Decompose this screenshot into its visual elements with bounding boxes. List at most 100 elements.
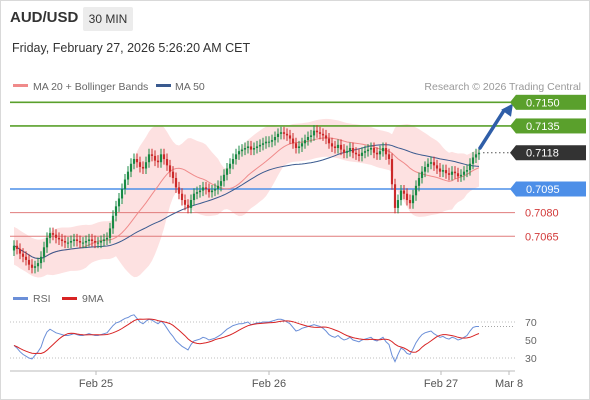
- candle-body: [213, 189, 217, 191]
- candle: [90, 233, 94, 247]
- candle-body: [15, 245, 19, 249]
- candle-body: [255, 146, 259, 149]
- candle-body: [150, 154, 154, 156]
- candle: [312, 125, 316, 141]
- candle-body: [171, 171, 175, 178]
- candle-body: [426, 163, 430, 167]
- candle-body: [72, 239, 76, 242]
- candle-body: [375, 152, 379, 155]
- candle: [12, 240, 16, 256]
- candle-body: [444, 170, 448, 174]
- candle-body: [12, 245, 16, 251]
- candle: [84, 235, 88, 249]
- candle: [54, 229, 58, 244]
- candle: [33, 260, 37, 274]
- level-badge-0.7135: [516, 118, 586, 134]
- date-time-label: Friday, February 27, 2026 5:26:20 AM CET: [12, 41, 251, 55]
- candle-body: [222, 174, 226, 182]
- candle: [228, 158, 232, 175]
- candle: [327, 133, 331, 149]
- candle: [105, 232, 109, 245]
- candle: [72, 233, 76, 247]
- candle: [456, 167, 460, 182]
- candle-body: [84, 241, 88, 243]
- candles: [12, 125, 481, 274]
- candle-body: [429, 162, 433, 164]
- candle: [93, 235, 97, 249]
- candle: [471, 151, 475, 170]
- candle: [204, 181, 208, 195]
- candle-body: [174, 177, 178, 188]
- legend-swatch-9ma: [62, 297, 77, 300]
- candle: [132, 153, 136, 170]
- candle-body: [156, 160, 160, 163]
- candle-body: [333, 146, 337, 149]
- candle: [135, 153, 139, 168]
- candle: [474, 148, 478, 163]
- level-label-0.7065: 0.7065: [525, 231, 559, 243]
- candle: [351, 142, 355, 159]
- candle: [369, 142, 373, 156]
- timeframe-button[interactable]: 30 MIN: [83, 7, 133, 31]
- candle: [342, 144, 346, 159]
- candle-body: [288, 135, 292, 139]
- candle: [381, 142, 385, 157]
- candle-body: [294, 143, 298, 149]
- candle-body: [192, 193, 196, 201]
- candle-body: [189, 200, 193, 208]
- candle-body: [432, 162, 436, 166]
- candle: [138, 156, 142, 173]
- candle-body: [354, 152, 358, 155]
- candle-body: [336, 144, 340, 149]
- current-price-pointer: [510, 145, 516, 161]
- candle-body: [33, 266, 37, 268]
- legend-swatch-ma50: [156, 84, 171, 87]
- candle-body: [285, 133, 289, 136]
- candle: [126, 166, 130, 186]
- x-tick-label: Mar 8: [495, 378, 523, 390]
- rsi-ma-line: [13, 318, 480, 355]
- candle-body: [57, 237, 61, 240]
- candle-body: [168, 165, 172, 172]
- level-badge-pointer: [510, 118, 516, 134]
- candle-body: [360, 152, 364, 156]
- candle-body: [441, 170, 445, 172]
- level-labels: 0.7150 0.7135 0.7095 0.7080 0.7065 0.7118: [510, 94, 586, 243]
- candle: [108, 222, 112, 244]
- candle: [15, 240, 19, 255]
- candle-body: [18, 248, 22, 254]
- candle: [153, 150, 157, 167]
- candle: [258, 139, 262, 152]
- candle: [441, 164, 445, 178]
- candle-body: [411, 195, 415, 204]
- candle: [384, 142, 388, 160]
- candle: [219, 175, 223, 192]
- candle-body: [366, 149, 370, 152]
- candle: [444, 164, 448, 179]
- target-arrow: [478, 103, 513, 150]
- candle-body: [66, 242, 70, 244]
- candle: [48, 227, 52, 244]
- candle: [21, 248, 25, 263]
- candle: [123, 174, 127, 195]
- level-label-0.7150: 0.7150: [526, 97, 560, 109]
- candle: [309, 129, 313, 143]
- candle: [423, 161, 427, 178]
- candle-body: [417, 177, 421, 186]
- candle: [168, 159, 172, 178]
- candle: [315, 125, 319, 138]
- candle-body: [234, 154, 238, 160]
- candle-body: [477, 152, 481, 155]
- candle: [396, 194, 400, 214]
- candle: [417, 172, 421, 192]
- candle-body: [312, 130, 316, 136]
- candle: [162, 148, 166, 165]
- candle: [183, 194, 187, 211]
- candle: [285, 128, 289, 141]
- candle-body: [183, 200, 187, 205]
- candle: [348, 142, 352, 157]
- candle: [399, 185, 403, 206]
- candle-body: [144, 162, 148, 169]
- candle: [189, 194, 193, 214]
- main-legend: MA 20 + Bollinger Bands MA 50 Research © 2…: [13, 81, 581, 93]
